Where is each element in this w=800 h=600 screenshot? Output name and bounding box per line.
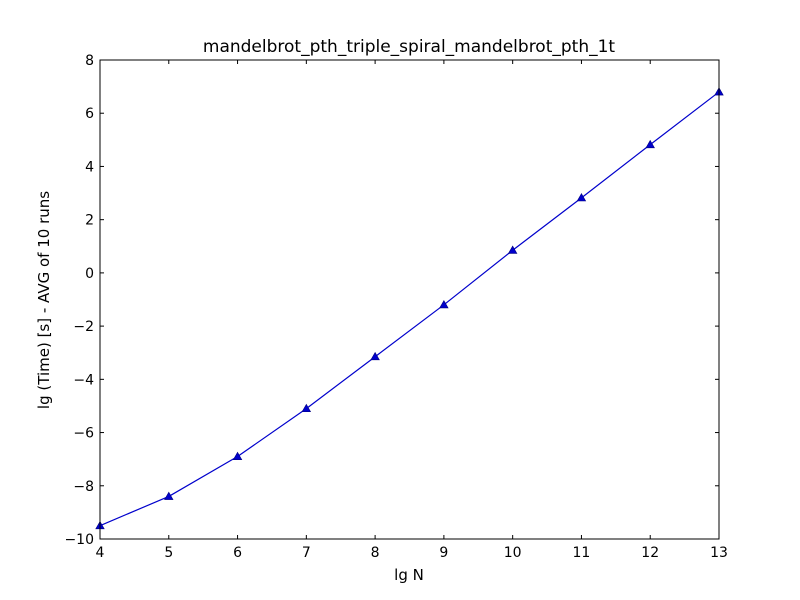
x-tick-label: 11 — [573, 545, 591, 561]
axes-frame — [99, 59, 720, 540]
x-tick-label: 9 — [439, 545, 448, 561]
data-point-marker — [439, 300, 449, 309]
y-tick-label: 2 — [85, 213, 94, 229]
chart-title: mandelbrot_pth_triple_spiral_mandelbrot_… — [203, 37, 616, 57]
data-point-marker — [645, 139, 655, 149]
x-tick-label: 8 — [371, 545, 380, 561]
y-tick-label: 4 — [85, 159, 94, 175]
x-tick-label: 4 — [96, 545, 105, 561]
x-axis-label: lg N — [394, 566, 424, 584]
data-point-marker — [576, 193, 587, 202]
y-tick-label: −6 — [73, 426, 94, 442]
x-tick-label: 13 — [710, 545, 728, 561]
series-line — [99, 91, 720, 527]
x-tick-label: 6 — [233, 545, 242, 561]
y-tick-label: −8 — [73, 479, 94, 495]
x-tick-label: 12 — [641, 545, 659, 561]
y-axis-label: lg (Time) [s] - AVG of 10 runs — [35, 191, 53, 409]
x-tick-label: 7 — [302, 545, 311, 561]
data-point-marker — [507, 245, 518, 254]
x-tick-label: 5 — [164, 545, 173, 561]
data-point-marker — [301, 403, 312, 413]
data-point-marker — [370, 351, 380, 361]
plot-area: 4 5 6 7 8 9 10 11 12 13 −10 −8 −6 −4 −2 0 2 4 6 8 — [64, 53, 727, 561]
x-tick-label: 10 — [504, 545, 522, 561]
y-tick-label: 0 — [85, 266, 94, 282]
y-tick-label: 8 — [85, 53, 94, 69]
y-tick-label: −10 — [64, 532, 94, 548]
y-tick-label: 6 — [85, 106, 94, 122]
y-tick-label: −4 — [73, 372, 94, 388]
data-point-marker — [164, 491, 174, 500]
y-tick-label: −2 — [73, 319, 94, 335]
data-point-marker — [232, 451, 243, 460]
